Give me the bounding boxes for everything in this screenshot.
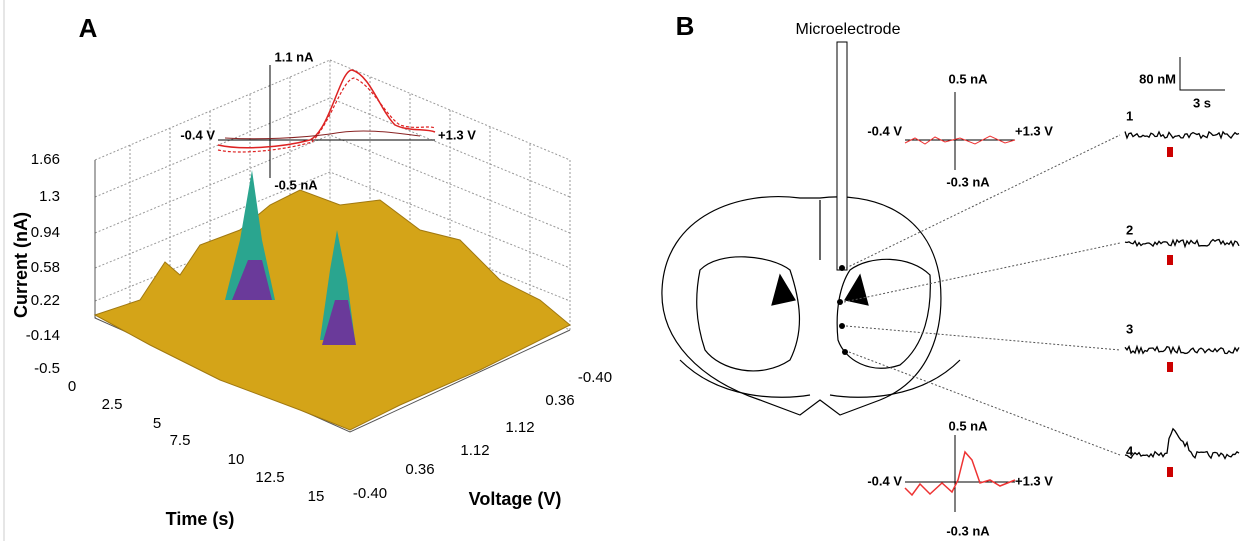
tick-label: -0.14 — [26, 327, 60, 344]
trace-label: 3 — [1126, 321, 1133, 336]
panel-label: B — [676, 11, 695, 41]
inset-label: 0.5 nA — [948, 418, 988, 433]
tick-label: 0.36 — [545, 392, 574, 409]
inset-b-bottom: 0.5 nA -0.4 V +1.3 V -0.3 nA — [867, 418, 1053, 538]
stimulus-marker — [1167, 362, 1173, 372]
inset-b-top: 0.5 nA -0.4 V +1.3 V -0.3 nA — [867, 71, 1053, 189]
tick-label: 7.5 — [170, 432, 191, 449]
scale-label: 3 s — [1193, 95, 1211, 110]
inset-label: 0.5 nA — [948, 71, 988, 86]
tick-label: 5 — [153, 415, 161, 432]
axis-title: Current (nA) — [11, 212, 31, 318]
time-ticks: 0 2.5 5 7.5 10 12.5 15 — [68, 378, 325, 505]
stimulus-marker — [1167, 147, 1173, 157]
trace — [1124, 238, 1240, 249]
tick-label: -0.40 — [353, 485, 387, 502]
inset-label: -0.5 nA — [274, 177, 318, 192]
tick-label: 0.22 — [31, 292, 60, 309]
inset-a: 1.1 nA -0.4 V +1.3 V -0.5 nA — [180, 49, 476, 192]
stimulus-marker — [1167, 467, 1173, 477]
scale-bar: 80 nM 3 s — [1139, 57, 1225, 110]
tick-label: 0.36 — [405, 461, 434, 478]
tick-label: -0.40 — [578, 369, 612, 386]
trace — [1124, 427, 1240, 460]
traces: 1 2 3 4 — [1124, 108, 1240, 477]
inset-label: -0.4 V — [867, 473, 902, 488]
electrode — [836, 41, 848, 271]
panel-label: A — [79, 13, 98, 43]
tick-label: 0 — [68, 378, 76, 395]
inset-label: 1.1 nA — [274, 49, 314, 64]
tick-label: 1.12 — [460, 442, 489, 459]
tick-label: 1.12 — [505, 419, 534, 436]
z-ticks: 1.66 1.3 0.94 0.58 0.22 -0.14 -0.5 — [26, 151, 60, 377]
electrode-label: Microelectrode — [796, 21, 901, 38]
tick-label: 1.66 — [31, 151, 60, 168]
voltage-ticks: -0.40 0.36 1.12 1.12 0.36 -0.40 — [353, 369, 612, 502]
peak — [232, 260, 272, 300]
tick-label: 2.5 — [102, 396, 123, 413]
sites — [837, 265, 848, 355]
brain — [661, 196, 961, 416]
trace-label: 1 — [1126, 108, 1133, 123]
inset-label: +1.3 V — [438, 127, 476, 142]
inset-label: -0.4 V — [867, 123, 902, 138]
tick-label: 10 — [228, 451, 245, 468]
inset-label: +1.3 V — [1015, 123, 1053, 138]
inset-label: -0.3 nA — [946, 174, 990, 189]
axis-title: Time (s) — [166, 509, 235, 529]
trace-label: 4 — [1126, 443, 1134, 458]
tick-label: 0.94 — [31, 224, 60, 241]
axis-title: Voltage (V) — [469, 489, 562, 509]
inset-label: -0.4 V — [180, 127, 215, 142]
scale-label: 80 nM — [1139, 71, 1176, 86]
trace — [1124, 130, 1240, 140]
trace — [1124, 344, 1240, 355]
peak — [322, 300, 356, 345]
tick-label: 12.5 — [255, 469, 284, 486]
inset-label: +1.3 V — [1015, 473, 1053, 488]
stimulus-marker — [1167, 255, 1173, 265]
inset-label: -0.3 nA — [946, 523, 990, 538]
connectors — [843, 134, 1121, 456]
tick-label: 15 — [308, 488, 325, 505]
tick-label: 1.3 — [39, 188, 60, 205]
tick-label: -0.5 — [34, 360, 60, 377]
tick-label: 0.58 — [31, 259, 60, 276]
trace-label: 2 — [1126, 222, 1133, 237]
